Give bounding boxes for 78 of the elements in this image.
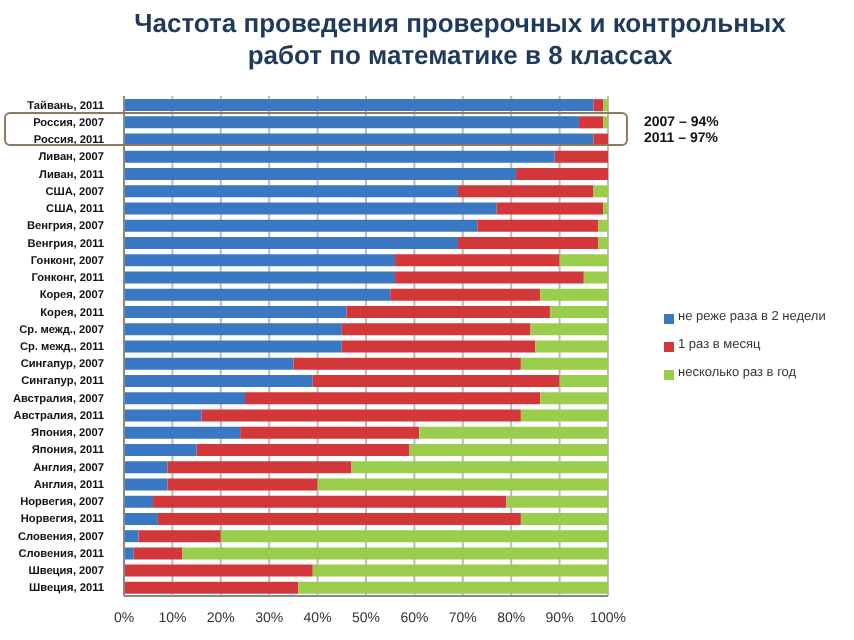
bar [598, 237, 608, 250]
bar [598, 219, 608, 232]
bar [124, 409, 202, 422]
bar [554, 150, 608, 163]
bar [124, 254, 396, 267]
bar [124, 564, 313, 577]
bar [312, 564, 608, 577]
bar [506, 495, 608, 508]
bar [298, 581, 608, 594]
bar [559, 254, 608, 267]
bar [578, 116, 604, 129]
bar [317, 478, 608, 491]
bar [124, 392, 245, 405]
bar [124, 237, 458, 250]
bar [419, 426, 608, 439]
bar [167, 478, 318, 491]
bar [520, 409, 608, 422]
bar [124, 374, 313, 387]
bar [220, 530, 608, 543]
bar [124, 426, 241, 439]
bar [520, 512, 608, 525]
bar [138, 530, 221, 543]
bar [245, 392, 541, 405]
bar [124, 547, 134, 560]
bar [124, 530, 139, 543]
bar [167, 461, 352, 474]
bar [540, 288, 608, 301]
bar [593, 99, 604, 112]
bar [124, 512, 158, 525]
bar [457, 237, 599, 250]
bar [520, 357, 608, 370]
bar [549, 306, 608, 318]
bar [240, 426, 420, 439]
bar [395, 271, 584, 284]
bar [409, 443, 608, 456]
bar [477, 219, 599, 232]
bar [124, 202, 497, 215]
bar [124, 99, 594, 112]
bar [530, 323, 608, 336]
bar [341, 323, 531, 336]
bar [201, 409, 521, 422]
bar [124, 461, 168, 474]
bar [124, 478, 168, 491]
bar [496, 202, 604, 215]
bar [124, 150, 555, 163]
bar [133, 547, 183, 560]
bar [124, 306, 347, 318]
bar [559, 374, 608, 387]
bar [157, 512, 521, 525]
bar [593, 185, 608, 198]
bar [153, 495, 507, 508]
bar [182, 547, 608, 560]
bar [346, 306, 550, 318]
bar [457, 185, 594, 198]
bar [124, 116, 579, 129]
bar [351, 461, 608, 474]
bar [124, 323, 342, 336]
bar [196, 443, 410, 456]
bar [540, 392, 608, 405]
bar [124, 219, 478, 232]
bar [124, 288, 391, 301]
bar [341, 340, 536, 353]
bar [124, 443, 197, 456]
bar [124, 581, 299, 594]
bar [535, 340, 608, 353]
bar [124, 357, 294, 370]
bar [312, 374, 560, 387]
bar [583, 271, 608, 284]
bar [124, 168, 517, 181]
bar [124, 340, 342, 353]
bar [516, 168, 608, 181]
bar [124, 495, 154, 508]
chart-title: Частота проведения проверочных и контрольных работ по математике в 8 классах [132, 8, 788, 72]
bar [124, 185, 458, 198]
bar [124, 271, 396, 284]
bar [395, 254, 560, 267]
bar [390, 288, 541, 301]
bar [293, 357, 521, 370]
